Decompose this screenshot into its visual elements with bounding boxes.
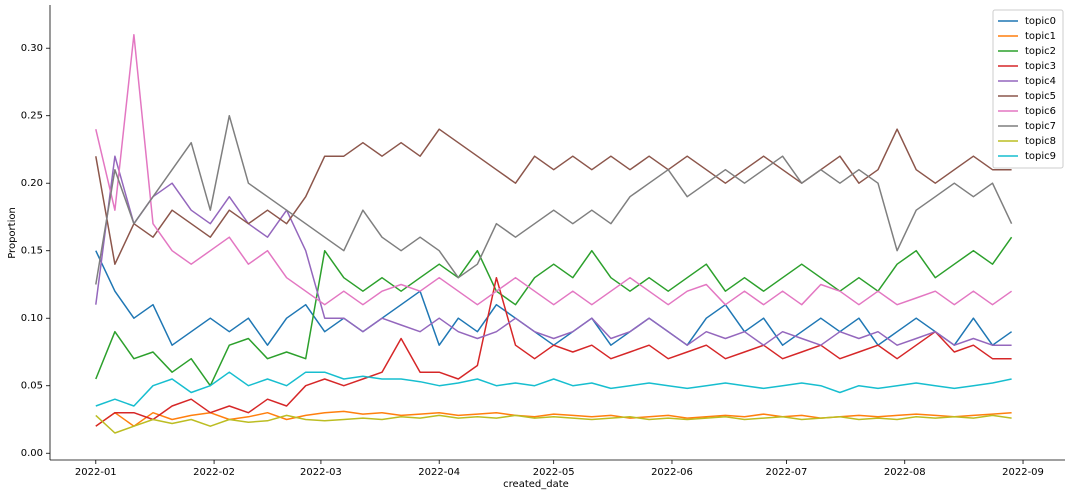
series-line <box>95 236 1013 387</box>
y-tick-label: 0.15 <box>21 246 43 257</box>
legend-label: topic5 <box>1025 91 1056 102</box>
series-line <box>95 410 1012 427</box>
y-tick-label: 0.10 <box>21 313 43 324</box>
x-tick-label: 2022-03 <box>300 467 342 478</box>
x-tick-label: 2022-02 <box>193 467 235 478</box>
x-axis-label: created_date <box>503 479 569 490</box>
y-tick-label: 0.00 <box>21 448 43 459</box>
legend-label: topic9 <box>1025 151 1056 162</box>
legend-label: topic3 <box>1025 61 1056 72</box>
series-line <box>95 33 1013 306</box>
legend-box <box>992 9 1064 169</box>
y-tick-label: 0.05 <box>21 381 43 392</box>
series-line <box>95 114 1013 285</box>
x-tick-label: 2022-06 <box>651 467 693 478</box>
x-tick-label: 2022-01 <box>75 467 117 478</box>
legend-label: topic8 <box>1025 136 1056 147</box>
y-tick-label: 0.30 <box>21 43 43 54</box>
y-tick-label: 0.20 <box>21 178 43 189</box>
legend-label: topic0 <box>1025 16 1056 27</box>
y-tick-label: 0.25 <box>21 111 43 122</box>
x-tick-label: 2022-07 <box>766 467 808 478</box>
legend-label: topic1 <box>1025 31 1056 42</box>
x-tick-label: 2022-09 <box>1002 467 1044 478</box>
x-tick-label: 2022-08 <box>884 467 926 478</box>
x-tick-label: 2022-04 <box>418 467 460 478</box>
legend-label: topic7 <box>1025 121 1056 132</box>
series-line <box>95 276 1012 427</box>
series-line <box>95 128 1012 265</box>
series-line <box>95 155 1012 346</box>
legend-label: topic4 <box>1025 76 1056 87</box>
series-line <box>95 414 1012 434</box>
x-tick-label: 2022-05 <box>533 467 575 478</box>
y-axis-label: Proportion <box>7 207 18 259</box>
series-line <box>95 371 1012 407</box>
legend-label: topic6 <box>1025 106 1056 117</box>
legend-label: topic2 <box>1025 46 1056 57</box>
